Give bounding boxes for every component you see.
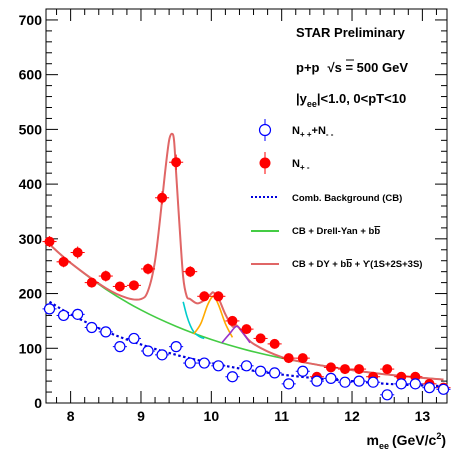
full-fit-curve [48, 132, 444, 381]
like-sign-point [240, 360, 253, 372]
legend-unlike-sign-marker [259, 157, 271, 169]
like-sign-point [156, 349, 168, 361]
like-sign-point [311, 375, 323, 387]
like-sign-point [395, 378, 407, 390]
unlike-sign-point [297, 353, 308, 364]
unlike-sign-point [241, 324, 252, 335]
y-tick-label: 100 [19, 340, 43, 356]
unlike-sign-point [185, 266, 196, 277]
like-sign-point [269, 367, 281, 379]
like-sign-point [142, 345, 154, 357]
like-sign-point [212, 360, 224, 372]
unlike-sign-point [339, 364, 350, 375]
experiment-label: STAR Preliminary [296, 25, 406, 40]
upsilon-1s-curve [182, 301, 205, 340]
y-tick-label: 0 [34, 395, 42, 411]
unlike-sign-point [199, 291, 210, 302]
like-sign-point [72, 308, 84, 320]
upsilon-3s-curve [221, 325, 251, 344]
x-tick-label: 11 [274, 408, 289, 424]
unlike-sign-point [143, 263, 154, 274]
unlike-sign-point [100, 271, 111, 282]
cut-label: |yee|<1.0, 0<pT<10 [296, 91, 406, 109]
unlike-sign-point [72, 247, 83, 258]
unlike-sign-point [171, 157, 182, 168]
unlike-sign-point [227, 315, 238, 326]
legend-like-sign: N+ ++N- - [258, 119, 334, 141]
unlike-sign-point [86, 277, 97, 288]
unlike-sign-point [114, 281, 125, 292]
x-tick-label: 8 [67, 408, 75, 424]
unlike-sign-point [213, 291, 224, 302]
legend-like-sign-marker [258, 123, 272, 137]
legend-dy-label: CB + Drell-Yan + bb [292, 226, 380, 237]
unlike-sign-point [58, 256, 69, 267]
legend-cb: Comb. Background (CB) [251, 193, 402, 204]
like-sign-point [184, 357, 196, 369]
like-sign-point [423, 382, 436, 394]
unlike-sign-point [325, 362, 336, 373]
like-sign-point [43, 303, 56, 315]
y-tick-label: 700 [19, 12, 43, 28]
unlike-sign-point [382, 364, 393, 375]
like-sign-point [198, 357, 210, 369]
like-sign-point [254, 365, 267, 377]
like-sign-point [226, 371, 239, 383]
like-sign-point [57, 309, 70, 322]
x-tick-label: 12 [344, 408, 360, 424]
like-sign-point [409, 378, 421, 390]
y-tick-label: 600 [19, 67, 43, 83]
unlike-sign-point [255, 333, 266, 344]
legend-unlike-sign-label: N+ - [292, 158, 310, 172]
unlike-sign-point [44, 236, 55, 247]
unlike-sign-point [283, 353, 294, 364]
x-tick-label: 10 [204, 408, 220, 424]
unlike-sign-point [157, 192, 168, 203]
legend-full: CB + DY + bb + ϒ(1S+2S+3S) [251, 259, 422, 270]
legend-unlike-sign: N+ - [259, 152, 310, 174]
x-tick-label: 13 [415, 408, 431, 424]
y-tick-label: 200 [19, 286, 43, 302]
unlike-sign-point [354, 364, 365, 375]
like-sign-point [297, 365, 309, 377]
x-tick-label: 9 [137, 408, 145, 424]
like-sign-point [437, 383, 450, 395]
like-sign-point [283, 378, 295, 390]
legend-full-label: CB + DY + bb + ϒ(1S+2S+3S) [292, 259, 422, 270]
y-tick-label: 500 [19, 121, 43, 137]
like-sign-point [339, 376, 351, 388]
like-sign-point [86, 321, 98, 334]
like-sign-point [170, 341, 182, 353]
like-sign-point [128, 332, 140, 345]
legend: N+ ++N- - N+ - Comb. Background (CB) CB … [251, 119, 422, 270]
y-tick-label: 300 [19, 231, 43, 247]
data-points [42, 154, 451, 401]
like-sign-point [100, 326, 112, 338]
like-sign-point [114, 341, 126, 353]
like-sign-point [353, 375, 365, 387]
axes: 0 100 200 300 400 500 600 700 8 9 10 11 12 13 [19, 8, 447, 424]
unlike-sign-point [269, 338, 280, 349]
legend-dy: CB + Drell-Yan + bb [251, 226, 380, 237]
x-axis-title: mee (GeV/c2) [366, 431, 446, 451]
like-sign-point [381, 389, 393, 401]
y-tick-label: 400 [19, 176, 43, 192]
legend-like-sign-label: N+ ++N- - [292, 125, 334, 139]
system-label: p+p √s = 500 GeV [296, 60, 408, 75]
like-sign-point [367, 376, 379, 388]
like-sign-point [325, 372, 337, 384]
unlike-sign-point [128, 280, 139, 291]
legend-cb-label: Comb. Background (CB) [292, 193, 402, 204]
cb-curve [48, 300, 444, 388]
